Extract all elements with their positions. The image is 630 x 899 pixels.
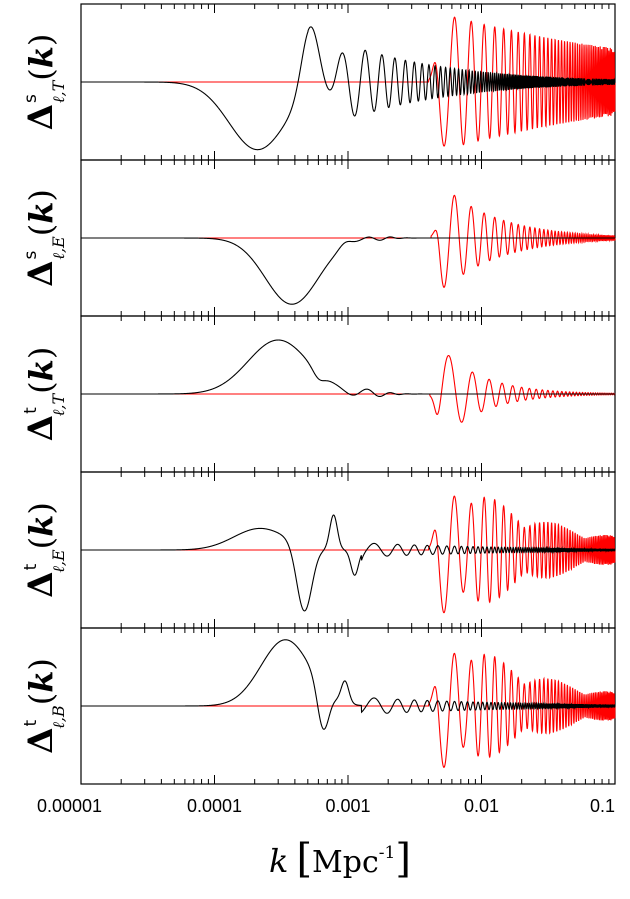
x-ticks (80, 628, 610, 784)
series-black-line (81, 639, 616, 730)
y-axis-label-5: Δt ℓ,B(k) (21, 658, 68, 754)
x-ticks (80, 4, 610, 160)
series-red-line (81, 354, 616, 423)
y-axis-label-1: Δs ℓ,T(k) (21, 34, 68, 131)
panel-4 (80, 471, 616, 629)
y-axis-label-4: Δt ℓ,E(k) (21, 502, 68, 598)
x-tick-label: 0.01 (464, 796, 499, 816)
series-red-line (81, 652, 616, 768)
y-axis-label-2: Δs ℓ,E(k) (21, 189, 68, 287)
x-tick-label: 0.001 (325, 796, 370, 816)
x-axis-title: k [Mpc-1] (269, 836, 411, 882)
panel-2 (80, 159, 616, 317)
x-ticks (80, 472, 610, 628)
x-ticks (80, 316, 610, 472)
y-axis-labels: Δs ℓ,T(k) Δs ℓ,E(k) Δt ℓ,T(k) Δt ℓ,E(k) Δt ℓ,B(k) (21, 34, 68, 754)
series-black-line (81, 236, 615, 305)
x-tick-label: 0.00001 (37, 796, 102, 816)
panels (80, 3, 616, 785)
x-tick-labels: 0.00001 0.0001 0.001 0.01 0.1 (37, 796, 615, 816)
y-axis-label-3: Δt ℓ,T(k) (21, 347, 68, 442)
x-ticks (80, 160, 610, 316)
x-tick-label: 0.1 (590, 796, 615, 816)
panel-1 (80, 3, 616, 161)
panel-5 (80, 627, 616, 785)
x-tick-label: 0.0001 (187, 796, 242, 816)
series-black-line (81, 339, 615, 398)
x-axis-label: k [Mpc-1] (269, 836, 411, 882)
series-black-line (81, 26, 616, 151)
series-black-line (81, 514, 616, 612)
panel-3 (80, 315, 616, 473)
